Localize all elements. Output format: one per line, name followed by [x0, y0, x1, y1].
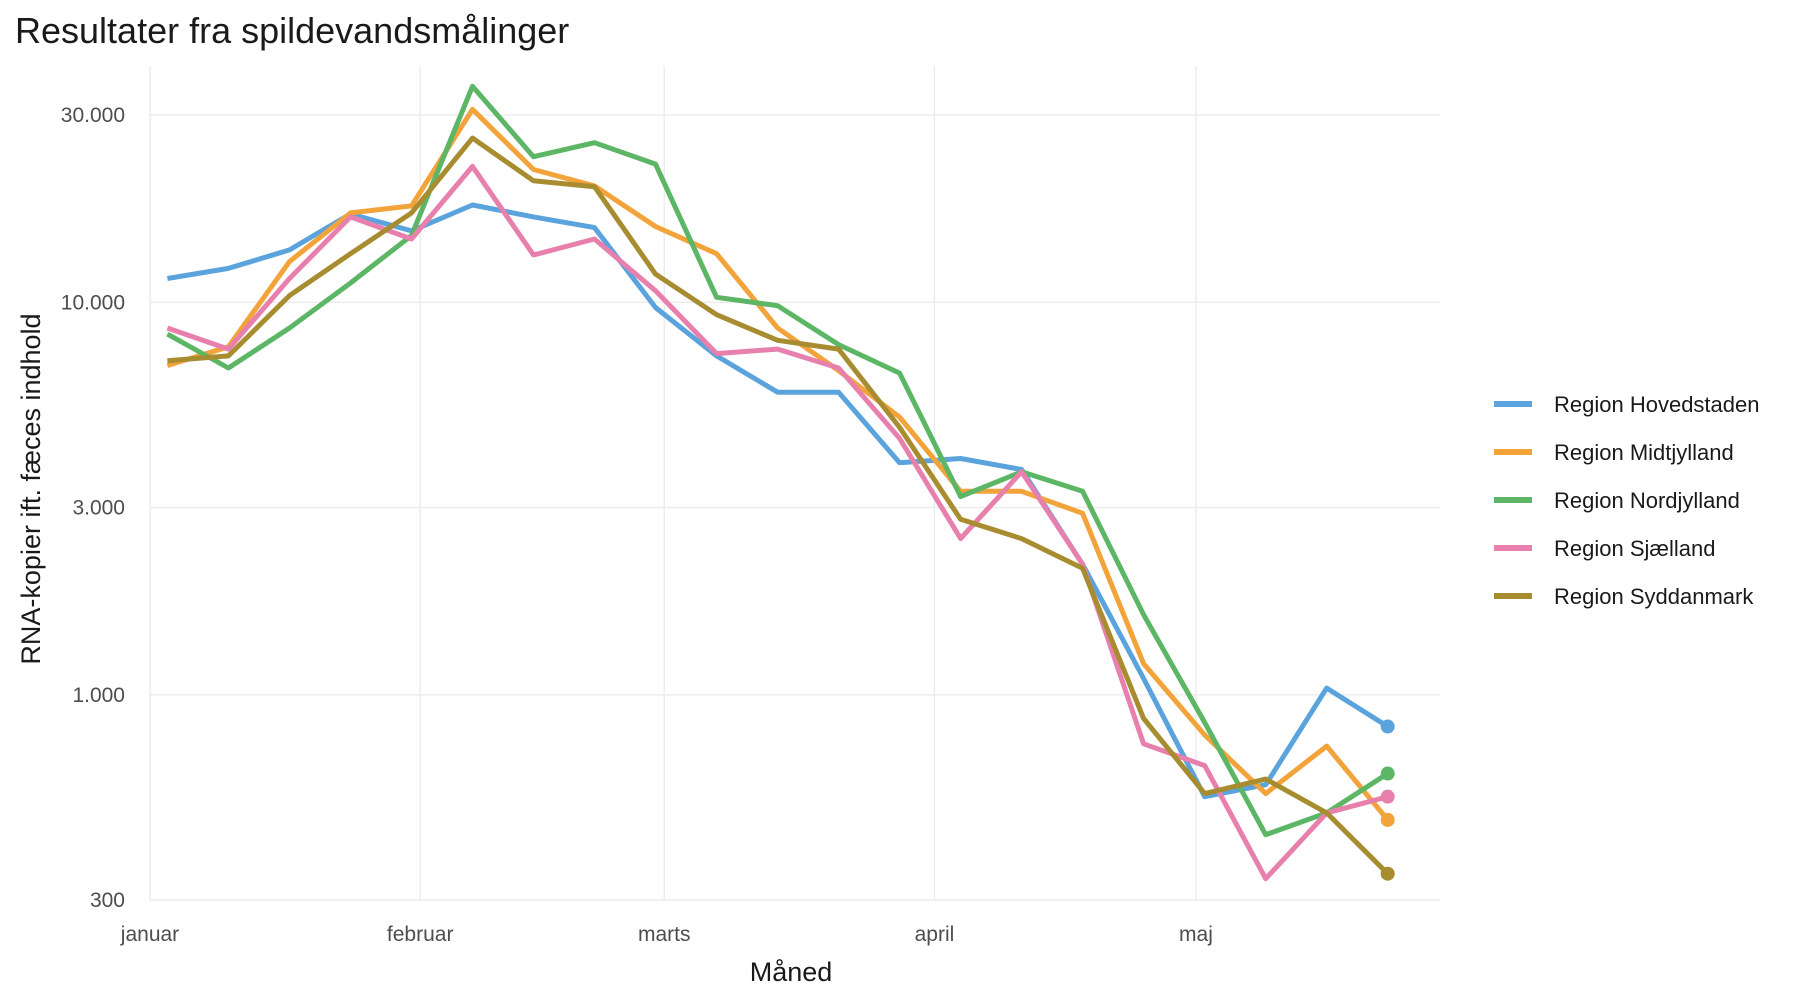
legend-label: Region Syddanmark: [1554, 584, 1754, 609]
y-axis-ticks: 300 1.000 3.000 10.000 30.000: [61, 104, 125, 912]
x-tick-label: februar: [387, 923, 454, 946]
legend-label: Region Nordjylland: [1554, 488, 1740, 513]
y-tick-label: 300: [90, 889, 125, 912]
series-end-point: [1380, 719, 1395, 734]
series-end-point: [1380, 789, 1395, 804]
series-line: [166, 163, 1389, 882]
x-axis-ticks: januar februar marts april maj: [120, 923, 1213, 946]
y-tick-label: 30.000: [61, 104, 125, 127]
x-axis-title: Måned: [750, 957, 833, 987]
y-tick-label: 3.000: [72, 497, 125, 520]
y-tick-label: 1.000: [72, 684, 125, 707]
series-end-points: [1380, 719, 1395, 881]
x-tick-label: marts: [638, 923, 691, 946]
x-tick-label: april: [915, 923, 955, 946]
series-line: [167, 135, 1390, 876]
series-line: [166, 83, 1390, 838]
series-line: [166, 202, 1390, 800]
x-tick-label: januar: [120, 923, 179, 946]
series-end-point: [1380, 866, 1395, 881]
legend-label: Region Hovedstaden: [1554, 392, 1759, 417]
series-end-point: [1380, 766, 1395, 781]
legend-label: Region Midtjylland: [1554, 440, 1734, 465]
series-end-point: [1380, 812, 1395, 827]
y-axis-title: RNA-kopier ift. fæces indhold: [16, 313, 46, 664]
y-tick-label: 10.000: [61, 291, 125, 314]
x-tick-label: maj: [1179, 923, 1213, 946]
legend: Region Hovedstaden Region Midtjylland Regi…: [1494, 392, 1759, 609]
series-line: [166, 106, 1390, 822]
chart-title: Resultater fra spildevandsmålinger: [15, 10, 570, 51]
series-lines: [166, 83, 1390, 882]
legend-label: Region Sjælland: [1554, 536, 1715, 561]
